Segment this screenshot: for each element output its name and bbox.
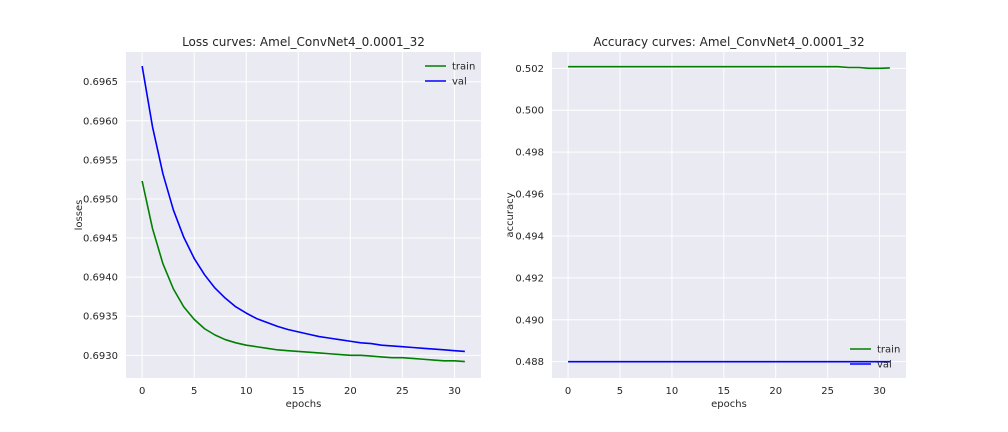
legend-label-val: val <box>452 77 467 88</box>
chart-0: 0 5 10 15 20 25 30 0.6930 0.6935 0.6940 0.6945 0.69… <box>74 35 481 410</box>
x-tick-label: 20 <box>769 386 782 397</box>
x-tick-label: 30 <box>873 386 886 397</box>
y-tick-label: 0.500 <box>515 106 544 117</box>
y-tick-label: 0.494 <box>515 231 544 242</box>
y-tick-label: 0.496 <box>515 190 544 201</box>
y-tick-label: 0.6950 <box>83 194 118 205</box>
y-tick-label: 0.6940 <box>83 273 118 284</box>
plot-area <box>126 52 481 378</box>
x-tick-label: 0 <box>565 386 571 397</box>
y-tick-label: 0.490 <box>515 315 544 326</box>
y-tick-label: 0.502 <box>515 64 544 75</box>
legend-label-train: train <box>452 62 475 73</box>
x-tick-label: 25 <box>821 386 834 397</box>
chart-title: Loss curves: Amel_ConvNet4_0.0001_32 <box>182 35 425 49</box>
x-tick-label: 10 <box>666 386 679 397</box>
x-tick-label: 25 <box>396 386 409 397</box>
y-tick-label: 0.6965 <box>83 77 118 88</box>
series-line-val <box>141 65 465 353</box>
legend-label-val: val <box>877 360 892 371</box>
x-tick-label: 10 <box>240 386 253 397</box>
y-tick-label: 0.6955 <box>83 155 118 166</box>
y-tick-label: 0.492 <box>515 273 544 284</box>
x-tick-label: 20 <box>344 386 357 397</box>
series-line-train <box>141 180 465 363</box>
x-tick-label: 30 <box>448 386 461 397</box>
y-tick-label: 0.488 <box>515 357 544 368</box>
y-tick-label: 0.498 <box>515 148 544 159</box>
chart-title: Accuracy curves: Amel_ConvNet4_0.0001_32 <box>593 35 864 49</box>
series-line-train <box>568 65 890 70</box>
chart-1: 0 5 10 15 20 25 30 0.488 0.490 0.492 0.494 0.496 0.4… <box>505 35 906 410</box>
x-axis-label: epochs <box>286 399 322 410</box>
x-tick-label: 0 <box>139 386 145 397</box>
y-tick-label: 0.6935 <box>83 312 118 323</box>
x-tick-label: 15 <box>717 386 730 397</box>
x-tick-label: 15 <box>292 386 305 397</box>
legend-label-train: train <box>877 345 900 356</box>
x-axis-label: epochs <box>711 399 747 410</box>
y-tick-label: 0.6930 <box>83 351 118 362</box>
x-tick-label: 5 <box>617 386 623 397</box>
y-tick-label: 0.6945 <box>83 234 118 245</box>
plot-area <box>552 52 906 378</box>
y-tick-label: 0.6960 <box>83 116 118 127</box>
x-tick-label: 5 <box>191 386 197 397</box>
y-axis-label: losses <box>74 200 85 231</box>
y-axis-label: accuracy <box>505 192 516 237</box>
